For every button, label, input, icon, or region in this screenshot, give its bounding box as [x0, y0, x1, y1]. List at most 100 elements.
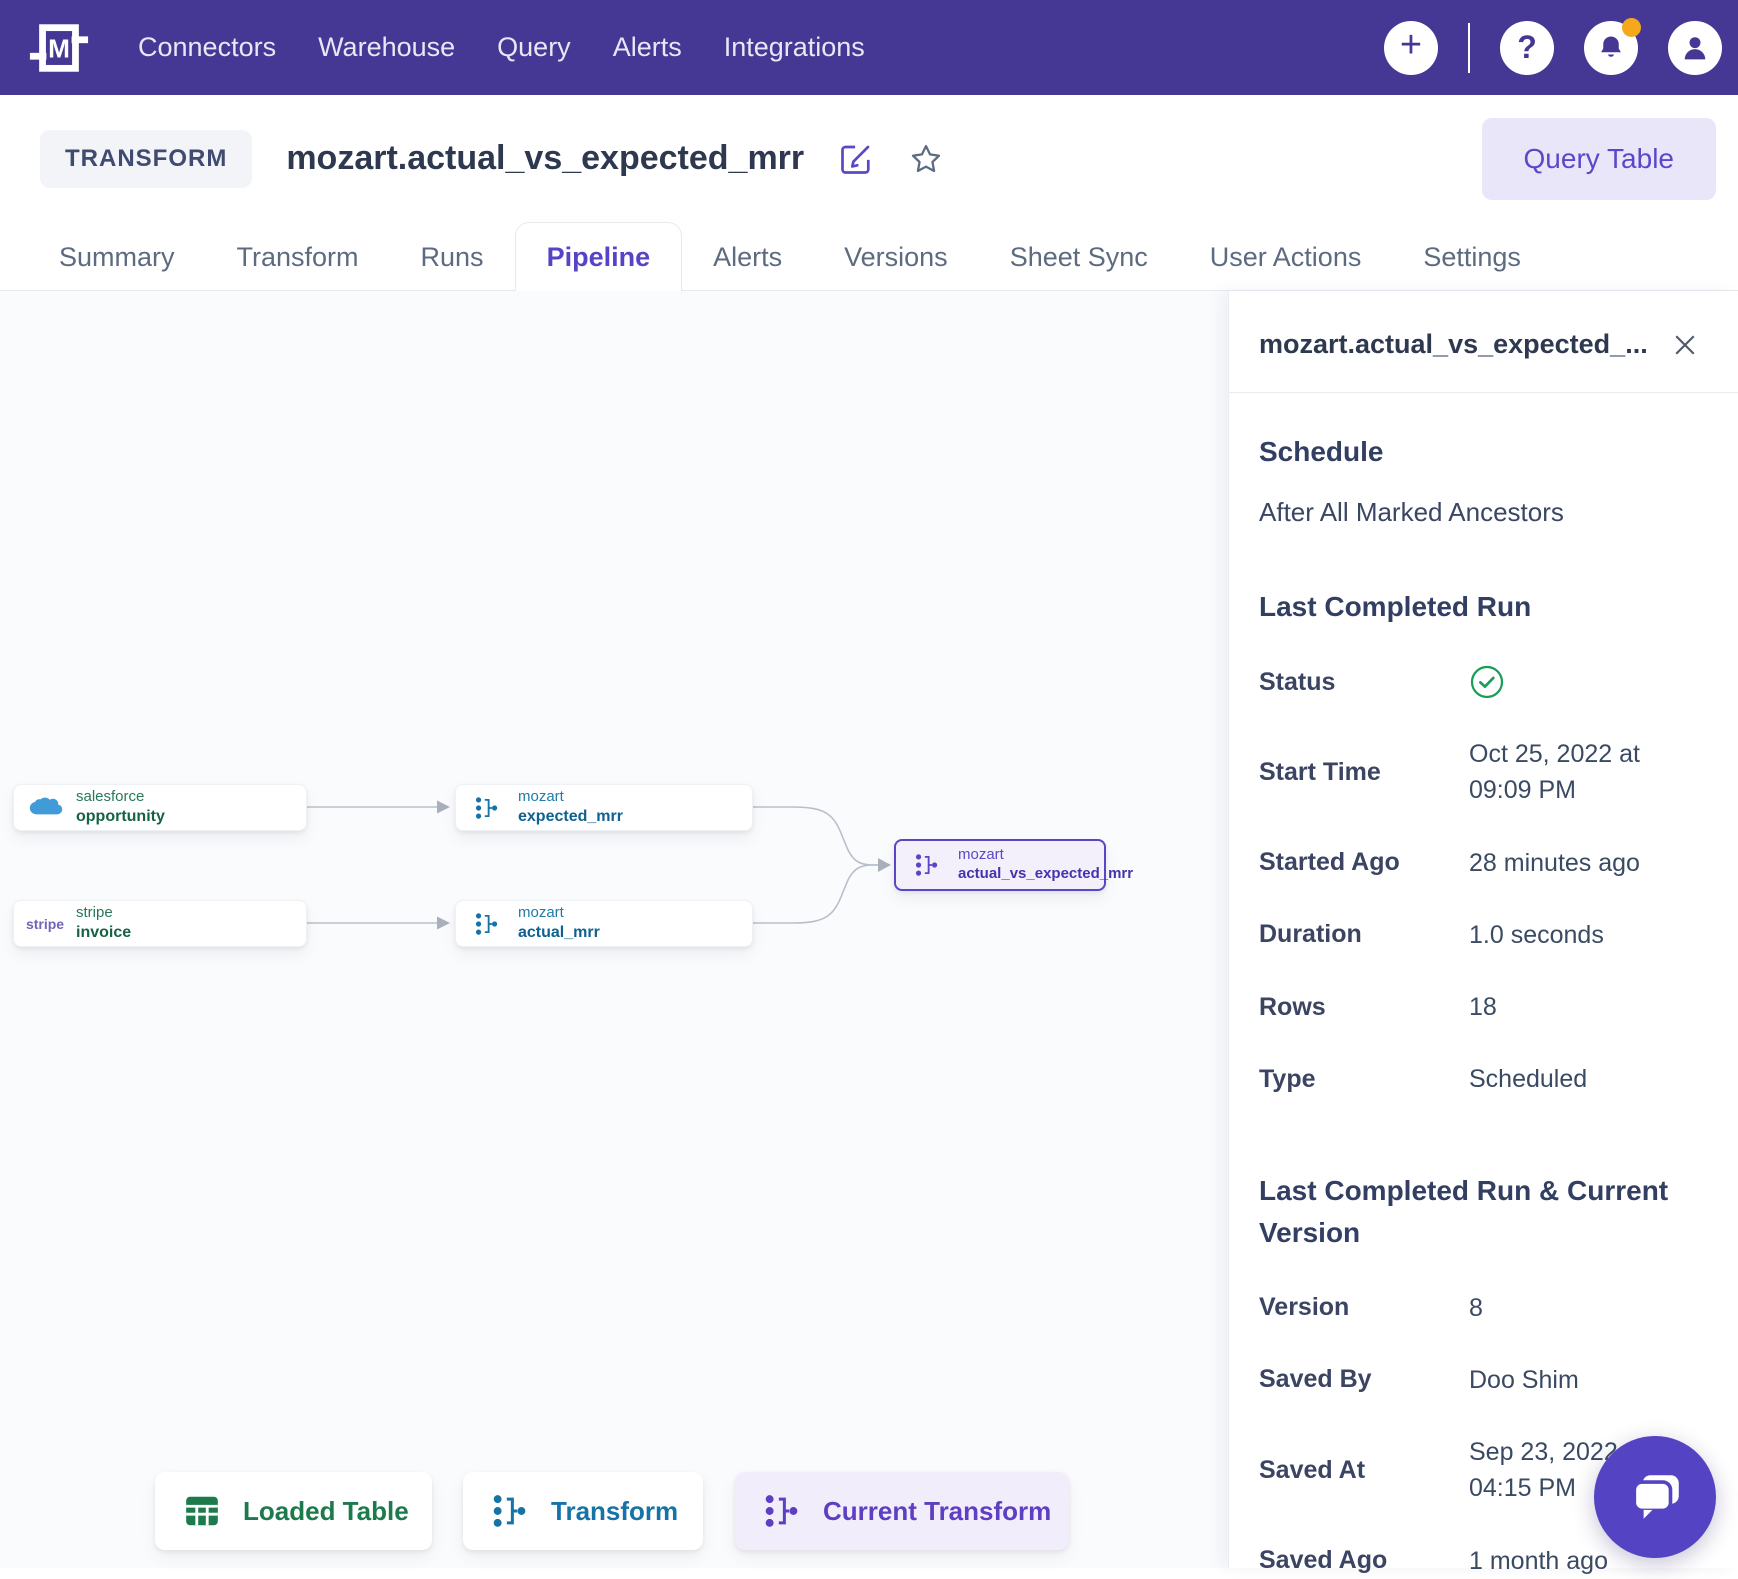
transform-icon [491, 1492, 529, 1530]
profile-button[interactable] [1668, 20, 1722, 75]
chat-bubbles-icon [1624, 1466, 1686, 1528]
tab-user-actions[interactable]: User Actions [1209, 242, 1362, 272]
nav-item-alerts[interactable]: Alerts [612, 32, 682, 62]
start-time-row: Start Time Oct 25, 2022 at 09:09 PM [1259, 736, 1700, 809]
tab-alerts[interactable]: Alerts [713, 242, 783, 272]
notification-dot [1622, 17, 1641, 37]
row-label: Saved By [1259, 1365, 1372, 1394]
plus-icon: + [1399, 24, 1423, 66]
node-source-label: mozart [958, 846, 1004, 864]
row-value: 1.0 seconds [1469, 920, 1604, 949]
navbar-divider [1468, 22, 1470, 73]
nav-item-connectors[interactable]: Connectors [138, 32, 277, 62]
schedule-heading: Schedule [1259, 436, 1384, 467]
duration-row: Duration 1.0 seconds [1259, 917, 1700, 953]
row-value: Oct 25, 2022 at 09:09 PM [1469, 740, 1640, 805]
node-name-label: actual_vs_expected_mrr [958, 865, 1134, 882]
help-button[interactable]: ? [1500, 20, 1554, 75]
sidebar-divider [1229, 392, 1738, 393]
success-check-icon [1469, 664, 1700, 700]
legend-loaded-table: Loaded Table [155, 1472, 432, 1550]
saved-by-row: Saved By Doo Shim [1259, 1362, 1700, 1398]
schedule-value: After All Marked Ancestors [1259, 497, 1564, 527]
transform-icon [908, 852, 946, 878]
salesforce-cloud-icon [26, 795, 64, 821]
tab-settings[interactable]: Settings [1423, 242, 1521, 272]
row-value: Doo Shim [1469, 1365, 1579, 1394]
navbar-actions: + ? [1384, 17, 1722, 75]
transform-icon [468, 911, 506, 937]
node-name-label: expected_mrr [518, 807, 623, 825]
chat-widget-button[interactable] [1594, 1436, 1716, 1558]
transform-icon [468, 795, 506, 821]
table-icon [183, 1492, 221, 1530]
row-value: Scheduled [1469, 1065, 1588, 1094]
node-stripe-invoice[interactable]: stripe stripe invoice [13, 900, 307, 947]
add-button[interactable]: + [1384, 20, 1438, 75]
node-mozart-actual-mrr[interactable]: mozart actual_mrr [455, 900, 753, 947]
legend-current-transform: Current Transform [735, 1472, 1069, 1550]
tab-bar: Summary Transform Runs Pipeline Alerts V… [0, 222, 1738, 291]
legend-label: Loaded Table [243, 1495, 409, 1526]
user-avatar-icon [1679, 32, 1711, 64]
rows-row: Rows 18 [1259, 989, 1700, 1025]
details-sidebar: mozart.actual_vs_expected_... Schedule A… [1228, 291, 1738, 1575]
main-content: salesforce opportunity stripe stripe inv… [0, 291, 1738, 1575]
star-icon [908, 141, 944, 177]
pipeline-canvas[interactable]: salesforce opportunity stripe stripe inv… [0, 291, 1228, 1568]
row-label: Saved Ago [1259, 1546, 1388, 1575]
legend-transform: Transform [463, 1472, 703, 1550]
tab-sheet-sync[interactable]: Sheet Sync [1009, 242, 1148, 272]
row-value: 18 [1469, 993, 1497, 1021]
tab-pipeline[interactable]: Pipeline [514, 222, 683, 291]
row-value: 8 [1469, 1293, 1483, 1322]
edit-pencil-icon [838, 141, 874, 177]
question-mark-icon: ? [1517, 29, 1537, 65]
query-table-button[interactable]: Query Table [1481, 117, 1716, 200]
nav-item-query[interactable]: Query [497, 32, 571, 62]
node-mozart-expected-mrr[interactable]: mozart expected_mrr [455, 784, 753, 831]
node-source-label: stripe [76, 904, 113, 922]
main-nav: Connectors Warehouse Query Alerts Integr… [138, 32, 865, 63]
tab-transform[interactable]: Transform [236, 242, 359, 272]
type-badge: TRANSFORM [40, 129, 253, 188]
row-label: Type [1259, 1064, 1316, 1093]
node-mozart-actual-vs-expected-mrr[interactable]: mozart actual_vs_expected_mrr [894, 839, 1133, 891]
legend-label: Current Transform [823, 1495, 1052, 1526]
top-navbar: M Connectors Warehouse Query Alerts Inte… [0, 0, 1738, 95]
nav-item-integrations[interactable]: Integrations [723, 32, 865, 62]
notifications-button[interactable] [1584, 17, 1641, 75]
node-source-label: mozart [518, 788, 564, 806]
node-name-label: opportunity [76, 807, 165, 825]
svg-text:M: M [48, 33, 70, 63]
rename-button[interactable] [838, 141, 874, 177]
row-label: Version [1259, 1293, 1350, 1322]
row-label: Saved At [1259, 1455, 1366, 1484]
close-icon [1670, 330, 1700, 360]
status-row: Status [1259, 664, 1700, 700]
tab-versions[interactable]: Versions [844, 242, 948, 272]
row-label: Status [1259, 667, 1336, 696]
row-label: Start Time [1259, 757, 1381, 786]
node-source-label: salesforce [76, 788, 145, 806]
bell-icon [1596, 33, 1626, 63]
stripe-wordmark-icon: stripe [25, 915, 65, 932]
page-header: TRANSFORM mozart.actual_vs_expected_mrr … [0, 95, 1738, 222]
node-name-label: invoice [76, 923, 132, 941]
row-label: Started Ago [1259, 848, 1400, 877]
sidebar-title: mozart.actual_vs_expected_... [1259, 329, 1648, 359]
node-name-label: actual_mrr [518, 923, 600, 941]
type-row: Type Scheduled [1259, 1061, 1700, 1097]
row-label: Rows [1259, 992, 1326, 1021]
node-source-label: mozart [518, 904, 564, 922]
tab-summary[interactable]: Summary [59, 242, 175, 272]
node-salesforce-opportunity[interactable]: salesforce opportunity [13, 784, 307, 831]
close-sidebar-button[interactable] [1670, 330, 1700, 360]
tab-runs[interactable]: Runs [420, 242, 484, 272]
version-section-heading: Last Completed Run & Current Version [1259, 1174, 1669, 1248]
started-ago-row: Started Ago 28 minutes ago [1259, 845, 1700, 881]
mozart-logo-icon[interactable]: M [28, 17, 90, 79]
favorite-button[interactable] [908, 141, 944, 177]
last-completed-run-heading: Last Completed Run [1259, 591, 1532, 622]
nav-item-warehouse[interactable]: Warehouse [318, 32, 456, 62]
